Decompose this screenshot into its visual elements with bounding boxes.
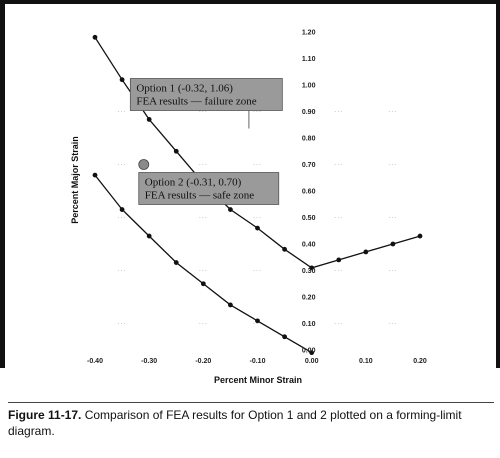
data-point	[309, 265, 315, 271]
annotation-text: FEA results — failure zone	[136, 96, 256, 108]
forming-limit-chart: Percent Minor Strain Percent Major Strai…	[70, 30, 427, 386]
data-point	[92, 172, 98, 178]
y-tick-label: 0.00	[302, 348, 316, 355]
data-point	[282, 246, 287, 252]
data-point	[173, 260, 179, 265]
frame-left-border	[0, 0, 5, 368]
y-tick-label: 1.10	[302, 56, 316, 63]
data-point	[119, 77, 125, 83]
data-point	[255, 318, 260, 324]
data-point	[255, 225, 260, 231]
data-point	[173, 148, 179, 154]
data-point	[146, 233, 152, 239]
data-point	[336, 257, 342, 263]
data-point	[92, 34, 98, 40]
x-tick-label: 0.00	[305, 358, 319, 365]
annotation-text: Option 2 (-0.31, 0.70)	[145, 177, 242, 189]
figure-caption: Figure 11-17. Comparison of FEA results …	[8, 407, 488, 439]
caption-text: Comparison of FEA results for Option 1 a…	[8, 408, 462, 438]
data-point	[200, 281, 206, 287]
annotation-box	[138, 172, 280, 205]
annotation-box	[129, 78, 283, 111]
option-2-marker	[138, 159, 150, 170]
data-point	[363, 249, 369, 255]
data-point	[417, 233, 423, 239]
x-tick-label: 0.20	[413, 358, 427, 365]
x-tick-label: -0.10	[250, 358, 266, 365]
y-tick-label: 0.80	[302, 136, 316, 143]
y-tick-label: 0.70	[302, 162, 316, 169]
frame-right-border	[496, 0, 500, 368]
data-point	[282, 334, 287, 340]
x-tick-label: -0.20	[195, 358, 211, 365]
y-tick-label: 0.40	[302, 242, 316, 249]
x-tick-label: -0.40	[87, 358, 103, 365]
y-tick-label: 0.50	[302, 215, 316, 222]
data-point	[309, 350, 315, 356]
frame-top-border	[0, 0, 500, 4]
series-line-1	[94, 36, 421, 269]
data-point	[228, 302, 233, 308]
y-tick-label: 1.00	[302, 83, 316, 90]
caption-label: Figure 11-17.	[8, 408, 82, 422]
annotation-text: Option 1 (-0.32, 1.06)	[136, 83, 233, 95]
y-axis-title: Percent Major Strain	[70, 136, 80, 224]
annotation-text: FEA results — safe zone	[145, 190, 254, 202]
y-tick-label: 0.30	[302, 268, 316, 275]
annotation-layer: Option 1 (-0.32, 1.06)FEA results — fail…	[129, 78, 283, 205]
axis-layer: Percent Minor Strain Percent Major Strai…	[70, 30, 427, 386]
x-tick-label: 0.10	[359, 358, 373, 365]
data-point	[146, 117, 152, 122]
data-point	[119, 207, 125, 212]
x-axis-title: Percent Minor Strain	[214, 375, 302, 385]
caption-divider	[8, 402, 494, 403]
y-tick-label: 0.60	[302, 189, 316, 196]
y-tick-label: 0.90	[302, 109, 316, 116]
series-layer	[92, 34, 423, 356]
data-point	[228, 207, 233, 212]
y-tick-label: 1.20	[302, 30, 316, 37]
y-tick-label: 0.20	[302, 295, 316, 302]
y-tick-label: 0.10	[302, 321, 316, 328]
x-tick-label: -0.30	[141, 358, 157, 365]
data-point	[390, 241, 396, 247]
